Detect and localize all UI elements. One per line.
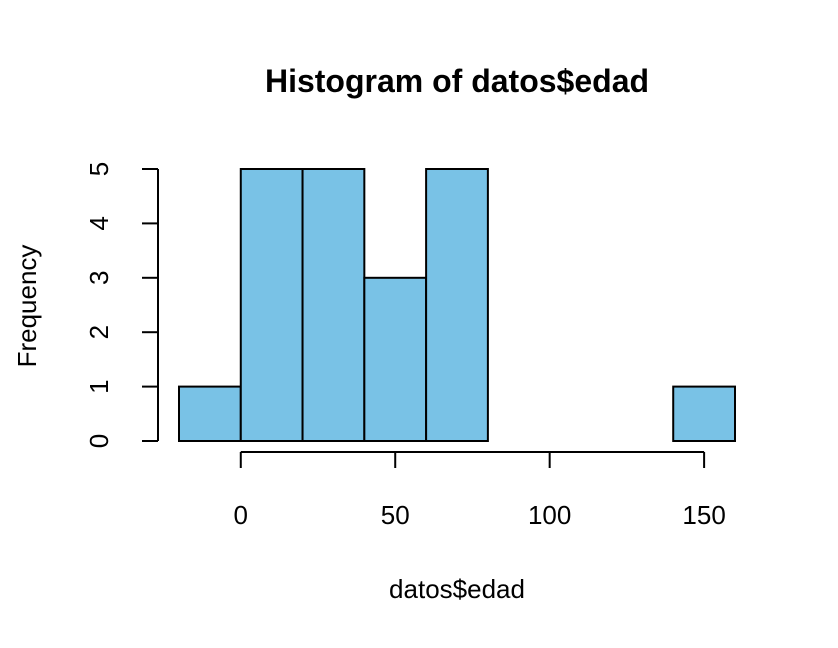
x-tick-label: 150 (682, 500, 725, 530)
y-tick-label: 5 (84, 162, 114, 176)
chart-title: Histogram of datos$edad (265, 63, 649, 99)
x-axis: 0 50 100 150 (234, 451, 726, 530)
y-tick-label: 2 (84, 325, 114, 339)
bars-group (178, 168, 737, 443)
x-axis-label: datos$edad (389, 574, 525, 604)
histogram-bar-2 (301, 168, 366, 442)
x-tick-label: 0 (234, 500, 248, 530)
histogram-bar-1 (239, 168, 304, 442)
histogram-bar-8 (672, 385, 737, 443)
y-tick-label: 3 (84, 271, 114, 285)
x-tick-label: 50 (381, 500, 410, 530)
y-axis-label: Frequency (12, 245, 42, 368)
histogram-bar-4 (425, 168, 489, 442)
y-tick-label: 1 (84, 379, 114, 393)
histogram-bar-3 (363, 276, 428, 442)
y-tick-label: 4 (84, 216, 114, 230)
y-axis: 0 1 2 3 4 5 (84, 162, 159, 448)
histogram-bar-0 (178, 385, 242, 443)
x-tick-label: 100 (528, 500, 571, 530)
y-tick-label: 0 (84, 434, 114, 448)
